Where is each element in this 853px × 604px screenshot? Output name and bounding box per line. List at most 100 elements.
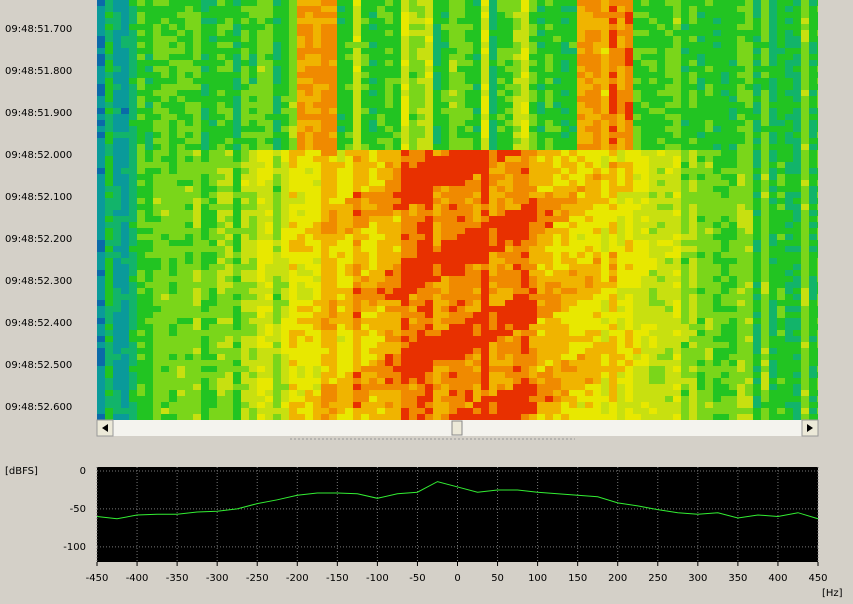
spectrogram-cell [249, 222, 257, 228]
spectrogram-cell [737, 48, 745, 54]
spectrogram-cell [409, 96, 417, 102]
spectrogram-cell [265, 318, 273, 324]
spectrogram-cell [697, 60, 705, 66]
spectrogram-cell [553, 174, 561, 180]
spectrogram-cell [593, 306, 601, 312]
spectrogram-cell [265, 288, 273, 294]
spectrogram-cell [545, 66, 553, 72]
spectrogram-cell [633, 78, 641, 84]
spectrogram-cell [409, 12, 417, 18]
spectrogram-cell [337, 306, 345, 312]
spectrogram-cell [609, 48, 617, 54]
spectrogram-cell [625, 84, 633, 90]
spectrogram-cell [801, 126, 809, 132]
spectrogram-cell [329, 240, 337, 246]
spectrogram-cell [697, 306, 705, 312]
spectrogram-cell [281, 126, 289, 132]
spectrogram-cell [761, 318, 769, 324]
spectrogram-cell [321, 30, 329, 36]
spectrogram-cell [553, 162, 561, 168]
spectrogram-cell [585, 84, 593, 90]
spectrogram-cell [689, 240, 697, 246]
spectrogram-cell [297, 66, 305, 72]
spectrogram-cell [793, 42, 801, 48]
spectrogram-cell [729, 276, 737, 282]
spectrogram-cell [777, 60, 785, 66]
spectrogram-cell [377, 108, 385, 114]
spectrogram-cell [257, 204, 265, 210]
spectrogram-cell [281, 66, 289, 72]
spectrogram-cell [121, 180, 129, 186]
spectrogram-cell [273, 312, 281, 318]
spectrogram-cell [249, 288, 257, 294]
spectrogram-cell [113, 36, 121, 42]
spectrogram-cell [281, 18, 289, 24]
spectrogram-cell [385, 210, 393, 216]
spectrogram-cell [121, 18, 129, 24]
spectrogram-cell [593, 114, 601, 120]
spectrogram-cell [449, 186, 457, 192]
spectrogram-cell [257, 132, 265, 138]
spectrogram-cell [801, 102, 809, 108]
spectrogram-cell [697, 138, 705, 144]
spectrogram-cell [441, 72, 449, 78]
spectrogram-cell [713, 324, 721, 330]
spectrogram-cell [689, 246, 697, 252]
spectrogram-cell [649, 234, 657, 240]
spectrogram-cell [649, 12, 657, 18]
spectrogram-cell [697, 174, 705, 180]
spectrogram-cell [233, 6, 241, 12]
spectrogram-cell [633, 216, 641, 222]
spectrogram-cell [553, 36, 561, 42]
spectrogram-cell [457, 30, 465, 36]
spectrogram-cell [97, 114, 105, 120]
spectrogram-cell [361, 30, 369, 36]
spectrogram-cell [521, 18, 529, 24]
spectrogram-cell [785, 288, 793, 294]
spectrogram-cell [217, 228, 225, 234]
spectrogram-cell [313, 24, 321, 30]
spectrogram-cell [353, 228, 361, 234]
spectrogram-cell [249, 66, 257, 72]
spectrogram-cell [513, 210, 521, 216]
spectrogram-cell [265, 282, 273, 288]
spectrogram-cell [193, 114, 201, 120]
spectrogram-cell [273, 114, 281, 120]
spectrogram-cell [801, 6, 809, 12]
spectrogram-cell [313, 300, 321, 306]
spectrogram-cell [649, 210, 657, 216]
spectrogram-cell [137, 312, 145, 318]
spectrogram-cell [169, 204, 177, 210]
spectrogram-cell [369, 156, 377, 162]
spectrogram-cell [105, 162, 113, 168]
spectrogram-cell [689, 282, 697, 288]
spectrogram-cell [801, 186, 809, 192]
spectrogram-cell [673, 150, 681, 156]
spectrogram-cell [129, 48, 137, 54]
spectrogram-cell [481, 216, 489, 222]
spectrogram-cell [457, 228, 465, 234]
spectrogram-cell [273, 42, 281, 48]
spectrogram-cell [105, 78, 113, 84]
spectrogram-cell [489, 156, 497, 162]
spectrogram-cell [777, 66, 785, 72]
spectrogram-cell [361, 78, 369, 84]
spectrogram-cell [169, 306, 177, 312]
spectrogram-cell [113, 228, 121, 234]
spectrogram-cell [729, 162, 737, 168]
spectrogram-cell [217, 114, 225, 120]
spectrogram-cell [457, 138, 465, 144]
spectrogram-cell [409, 288, 417, 294]
spectrogram-cell [225, 12, 233, 18]
spectrogram-cell [425, 96, 433, 102]
spectrogram-cell [417, 204, 425, 210]
spectrogram-cell [265, 258, 273, 264]
spectrogram-cell [625, 18, 633, 24]
spectrogram-cell [553, 84, 561, 90]
spectrogram-cell [721, 300, 729, 306]
spectrogram-cell [521, 192, 529, 198]
spectrogram-cell [625, 72, 633, 78]
spectrogram-cell [481, 288, 489, 294]
spectrogram-cell [233, 210, 241, 216]
spectrogram-cell [777, 174, 785, 180]
